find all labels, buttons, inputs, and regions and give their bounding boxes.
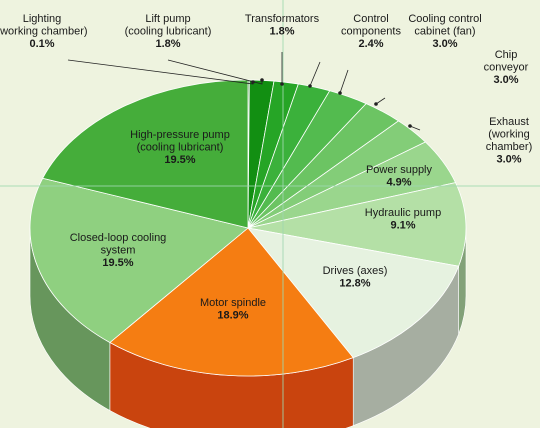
pie-slices bbox=[29, 79, 467, 377]
leader-dot-1 bbox=[260, 78, 264, 82]
leader-dot-6 bbox=[408, 124, 412, 128]
slice-label-value-7: 4.9% bbox=[386, 177, 411, 189]
slice-label-6: Exhaust (working chamber) 3.0% bbox=[486, 116, 532, 166]
slice-label-text-3-1: components bbox=[341, 26, 401, 38]
slice-label-value-12: 19.5% bbox=[164, 154, 195, 166]
pie-slice-12 bbox=[42, 79, 249, 229]
slice-label-10: Motor spindle 18.9% bbox=[200, 297, 266, 322]
leader-line-4 bbox=[339, 69, 349, 94]
slice-label-value-9: 12.8% bbox=[339, 278, 370, 290]
slice-label-text-4-1: cabinet (fan) bbox=[414, 26, 475, 38]
slice-label-1: Lift pump (cooling lubricant) 1.8% bbox=[125, 13, 212, 50]
slice-label-5: Chip conveyor 3.0% bbox=[484, 49, 529, 86]
slice-label-text-6-0: Exhaust bbox=[489, 116, 529, 128]
slice-label-2: Transformators 1.8% bbox=[245, 13, 320, 38]
leader-line-0 bbox=[67, 59, 254, 85]
slice-label-value-11: 19.5% bbox=[102, 257, 133, 269]
leader-line-3 bbox=[309, 61, 321, 87]
slice-label-11: Closed-loop cooling system 19.5% bbox=[70, 232, 167, 269]
slice-label-value-10: 18.9% bbox=[217, 310, 248, 322]
slice-label-text-8-0: Hydraulic pump bbox=[365, 207, 441, 219]
slice-label-value-0: 0.1% bbox=[29, 38, 54, 50]
slice-label-text-3-0: Control bbox=[353, 13, 388, 25]
slice-label-value-8: 9.1% bbox=[390, 220, 415, 232]
slice-label-value-1: 1.8% bbox=[155, 38, 180, 50]
slice-label-8: Hydraulic pump 9.1% bbox=[365, 207, 441, 232]
slice-label-text-0-1: (working chamber) bbox=[0, 26, 88, 38]
slice-label-text-12-1: (cooling lubricant) bbox=[137, 142, 224, 154]
slice-label-text-5-0: Chip bbox=[495, 49, 518, 61]
leader-dot-4 bbox=[338, 91, 342, 95]
slice-label-text-12-0: High-pressure pump bbox=[130, 129, 230, 141]
slice-label-value-6: 3.0% bbox=[496, 154, 521, 166]
slice-label-12: High-pressure pump (cooling lubricant) 19.… bbox=[130, 129, 230, 166]
slice-label-text-11-0: Closed-loop cooling bbox=[70, 232, 167, 244]
slice-label-text-1-0: Lift pump bbox=[145, 13, 190, 25]
slice-label-text-4-0: Cooling control bbox=[408, 13, 481, 25]
slice-label-text-1-1: (cooling lubricant) bbox=[125, 26, 212, 38]
slice-label-text-6-1: (working bbox=[488, 129, 530, 141]
slice-label-value-2: 1.8% bbox=[269, 26, 294, 38]
slice-label-value-4: 3.0% bbox=[432, 38, 457, 50]
slice-label-value-5: 3.0% bbox=[493, 74, 518, 86]
leader-lines bbox=[67, 52, 421, 131]
leader-dot-2 bbox=[280, 82, 284, 86]
slice-label-text-11-1: system bbox=[101, 245, 136, 257]
slice-label-3: Control components 2.4% bbox=[341, 13, 401, 50]
slice-label-7: Power supply 4.9% bbox=[366, 164, 433, 189]
slice-label-text-2-0: Transformators bbox=[245, 13, 320, 25]
leader-line-5 bbox=[375, 97, 386, 105]
slice-label-4: Cooling control cabinet (fan) 3.0% bbox=[408, 13, 481, 50]
slice-label-value-3: 2.4% bbox=[358, 38, 383, 50]
leader-line-1 bbox=[167, 59, 263, 85]
slice-labels: Lighting (working chamber) 0.1%Lift pump (c… bbox=[0, 13, 532, 322]
pie-slice-11 bbox=[29, 177, 249, 343]
slice-label-text-6-2: chamber) bbox=[486, 141, 532, 153]
slice-label-text-10-0: Motor spindle bbox=[200, 297, 266, 309]
slice-label-text-7-0: Power supply bbox=[366, 164, 433, 176]
slice-label-text-5-1: conveyor bbox=[484, 62, 529, 74]
slice-label-0: Lighting (working chamber) 0.1% bbox=[0, 13, 88, 50]
slice-label-text-0-0: Lighting bbox=[23, 13, 62, 25]
pie-slice-9 bbox=[247, 227, 460, 359]
slice-label-text-9-0: Drives (axes) bbox=[323, 265, 388, 277]
leader-dot-3 bbox=[308, 84, 312, 88]
pie-slice-10 bbox=[109, 227, 354, 377]
slice-label-9: Drives (axes) 12.8% bbox=[323, 265, 388, 290]
leader-dot-5 bbox=[374, 102, 378, 106]
